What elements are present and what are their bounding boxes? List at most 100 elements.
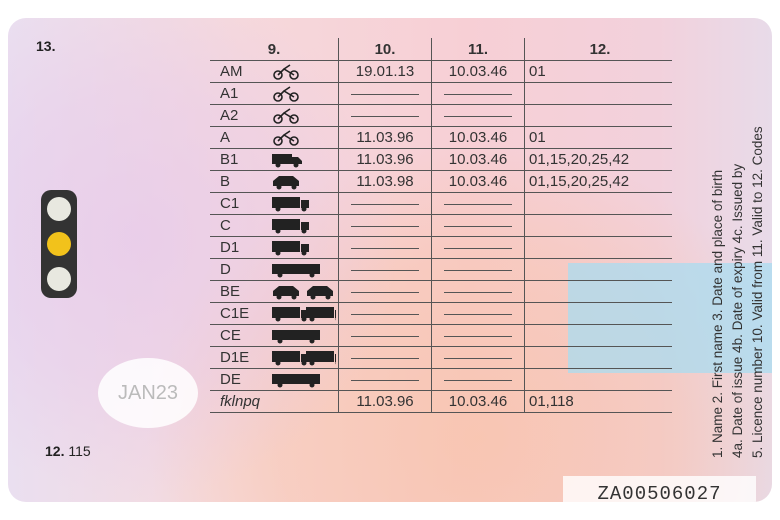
codes: 01,15,20,25,42: [524, 148, 672, 171]
codes: [524, 258, 672, 281]
valid-from: [338, 214, 432, 237]
medium-truck-icon: [272, 196, 309, 211]
header-codes: 12.: [524, 38, 672, 61]
valid-to: [431, 236, 525, 259]
codes: [524, 192, 672, 215]
category-code: D: [210, 258, 270, 281]
category-row-d1e: D1E: [210, 346, 672, 369]
valid-from: [338, 192, 432, 215]
codes: 01: [524, 126, 672, 149]
valid-from: 11.03.96: [338, 390, 432, 413]
header-valid-to: 11.: [431, 38, 525, 61]
light-motorcycle-icon: [273, 85, 299, 102]
valid-from: [338, 368, 432, 391]
valid-from: 11.03.96: [338, 126, 432, 149]
category-code: A: [210, 126, 270, 149]
category-row-de: DE: [210, 368, 672, 391]
category-code: A1: [210, 82, 270, 105]
valid-to: 10.03.46: [431, 170, 525, 193]
valid-to: [431, 214, 525, 237]
field-legend: 1. Name 2. First name 3. Date and place …: [710, 126, 765, 458]
valid-to: [431, 280, 525, 303]
codes: 01,118: [524, 390, 672, 413]
car-trailer-icon: [273, 285, 333, 299]
car-icon: [273, 175, 299, 189]
valid-to: [431, 346, 525, 369]
category-row-fklnpq: fklnpq 11.03.96 10.03.46 01,118: [210, 390, 672, 413]
codes: [524, 104, 672, 127]
bus-trailer-icon: [272, 373, 320, 387]
categories-table: 9. 10. 11. 12. AM 19.01.13 10.03.46 01 A1…: [210, 38, 672, 413]
category-row-a2: A2: [210, 104, 672, 127]
category-code: C1: [210, 192, 270, 215]
codes: [524, 280, 672, 303]
valid-from: [338, 302, 432, 325]
codes: [524, 346, 672, 369]
valid-to: [431, 302, 525, 325]
category-code: C: [210, 214, 270, 237]
restriction-code: 12. 115: [45, 443, 91, 459]
valid-to: [431, 192, 525, 215]
truck-icon: [272, 218, 309, 233]
valid-to: [431, 104, 525, 127]
codes: [524, 236, 672, 259]
truck-trailer-icon: [272, 329, 320, 343]
traffic-light-icon: [41, 190, 77, 298]
header-valid-from: 10.: [338, 38, 432, 61]
valid-from: 11.03.98: [338, 170, 432, 193]
header-categories: 9.: [267, 40, 281, 58]
valid-to: [431, 324, 525, 347]
category-row-b1: B1 11.03.96 10.03.46 01,15,20,25,42: [210, 148, 672, 171]
light-vehicle-icon: [272, 153, 302, 167]
valid-to: 10.03.46: [431, 390, 525, 413]
codes: [524, 324, 672, 347]
bus-icon: [272, 263, 320, 277]
valid-from: [338, 324, 432, 347]
motorcycle-icon: [273, 107, 299, 124]
category-row-am: AM 19.01.13 10.03.46 01: [210, 60, 672, 83]
valid-to: 10.03.46: [431, 60, 525, 83]
valid-from: [338, 280, 432, 303]
category-row-a1: A1: [210, 82, 672, 105]
category-row-d1: D1: [210, 236, 672, 259]
photo-field-label: 13.: [36, 38, 56, 54]
codes: 01: [524, 60, 672, 83]
category-code: A2: [210, 104, 270, 127]
category-row-a: A 11.03.96 10.03.46 01: [210, 126, 672, 149]
valid-to: [431, 368, 525, 391]
codes: 01,15,20,25,42: [524, 170, 672, 193]
category-code: D1E: [210, 346, 270, 369]
category-code: BE: [210, 280, 270, 303]
valid-from: 11.03.96: [338, 148, 432, 171]
codes: [524, 368, 672, 391]
minibus-icon: [272, 240, 309, 255]
licence-number: ZA00506027: [563, 476, 756, 502]
moped-icon: [273, 63, 299, 80]
codes: [524, 302, 672, 325]
valid-from: [338, 346, 432, 369]
category-code: fklnpq: [210, 390, 270, 413]
valid-from: [338, 104, 432, 127]
category-row-c1: C1: [210, 192, 672, 215]
valid-to: 10.03.46: [431, 126, 525, 149]
category-code: CE: [210, 324, 270, 347]
category-row-be: BE: [210, 280, 672, 303]
category-code: C1E: [210, 302, 270, 325]
category-code: DE: [210, 368, 270, 391]
stamp: JAN23: [98, 358, 198, 428]
category-code: AM: [210, 60, 270, 83]
valid-to: 10.03.46: [431, 148, 525, 171]
category-code: D1: [210, 236, 270, 259]
codes: [524, 214, 672, 237]
category-code: B: [210, 170, 270, 193]
motorcycle-icon: [273, 129, 299, 146]
valid-from: [338, 82, 432, 105]
codes: [524, 82, 672, 105]
valid-from: [338, 236, 432, 259]
minibus-trailer-icon: [272, 350, 336, 365]
valid-from: [338, 258, 432, 281]
medium-truck-trailer-icon: [272, 306, 336, 321]
valid-to: [431, 258, 525, 281]
category-row-c1e: C1E: [210, 302, 672, 325]
category-row-c: C: [210, 214, 672, 237]
